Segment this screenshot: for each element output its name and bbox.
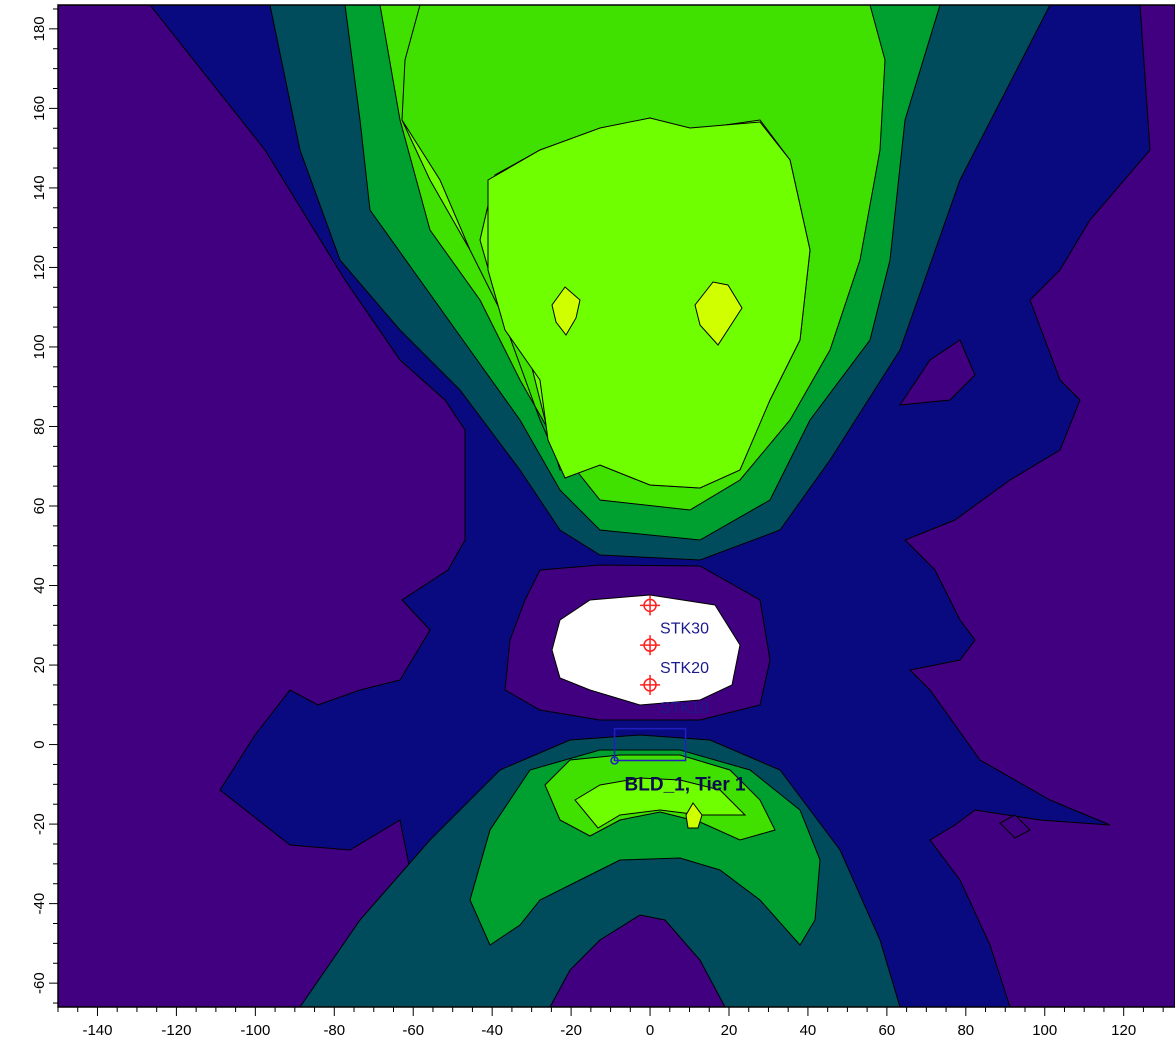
y-axis-tick-label: 80: [31, 418, 48, 435]
source-label: STK30: [660, 620, 709, 637]
x-axis-tick-label: -140: [82, 1022, 112, 1039]
y-axis-tick-label: 100: [31, 334, 48, 359]
x-axis-tick-label: -60: [402, 1022, 424, 1039]
source-label: STK10: [660, 700, 709, 717]
x-axis-tick-label: -20: [560, 1022, 582, 1039]
contour-detail-east: [898, 339, 976, 406]
x-axis-tick-label: -120: [161, 1022, 191, 1039]
x-axis-tick-label: -80: [323, 1022, 345, 1039]
contour-south-bump: [549, 914, 726, 1008]
source-label: STK20: [660, 660, 709, 677]
y-axis-tick-label: 180: [31, 16, 48, 41]
x-axis-tick-label: 0: [646, 1022, 654, 1039]
contour-level-6-west: [551, 286, 581, 336]
stack-sources: STK30 STK20 STK10: [640, 595, 709, 717]
x-axis-tick-label: 40: [800, 1022, 817, 1039]
y-axis-tick-label: 160: [31, 96, 48, 121]
building-footprint[interactable]: BLD_1, Tier 1: [610, 727, 747, 796]
contour-level-6-south: [685, 802, 703, 829]
y-axis-tick-label: 0: [31, 740, 48, 748]
y-axis-tick-label: -20: [31, 813, 48, 835]
contour-level-5-south: [574, 777, 747, 829]
building-anchor-point: [610, 756, 619, 765]
axes: -140 -120 -100 -80 -60 -40 -20 0 20 40 60 80 100 120 1…: [31, 8, 1164, 1039]
building-outline[interactable]: [613, 727, 687, 762]
y-axis-tick-label: 120: [31, 255, 48, 280]
y-axis-tick-label: 20: [31, 657, 48, 674]
contour-level-6-east: [694, 281, 743, 346]
y-axis-tick-label: 40: [31, 577, 48, 594]
y-axis-tick-label: -60: [31, 972, 48, 994]
x-axis-tick-label: 120: [1111, 1022, 1136, 1039]
x-axis-tick-label: -100: [240, 1022, 270, 1039]
contour-layers: [148, 4, 1151, 1008]
building-label: BLD_1, Tier 1: [625, 774, 747, 795]
x-axis-tick-label: 80: [957, 1022, 974, 1039]
x-axis-tick-label: 60: [879, 1022, 896, 1039]
y-axis-tick-label: 60: [31, 498, 48, 515]
y-axis-tick-label: -40: [31, 893, 48, 915]
y-axis-tick-label: 140: [31, 175, 48, 200]
x-axis-tick-label: -40: [481, 1022, 503, 1039]
x-axis-tick-label: 20: [721, 1022, 738, 1039]
contour-level-5-core: [487, 117, 811, 489]
x-axis-tick-label: 100: [1032, 1022, 1057, 1039]
contour-detail-east-2: [999, 814, 1031, 839]
